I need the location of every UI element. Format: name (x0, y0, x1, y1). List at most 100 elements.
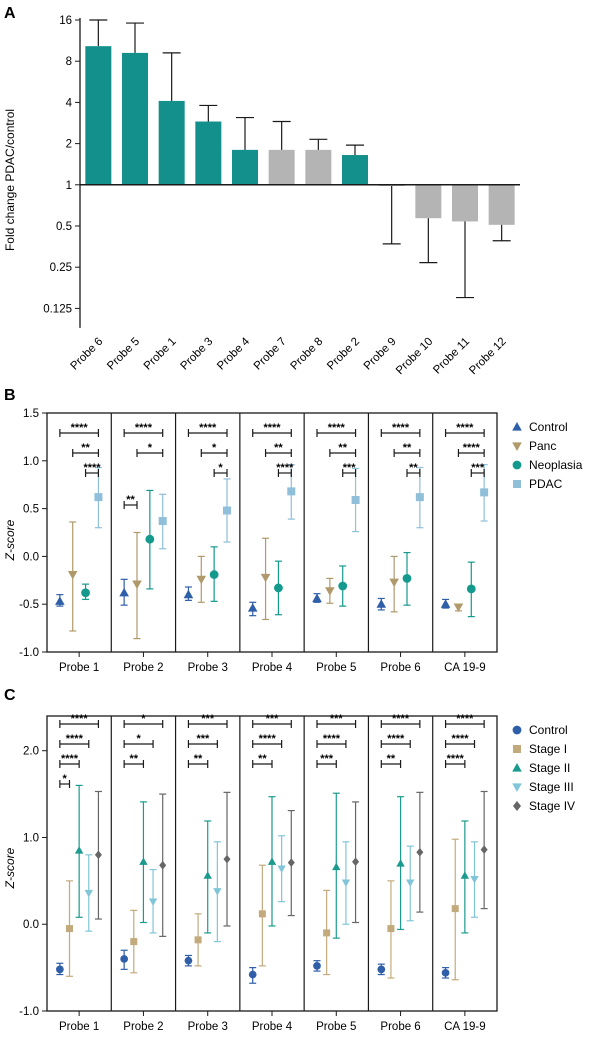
significance-label: **** (392, 422, 410, 434)
bar (342, 155, 368, 185)
legend-label: Neoplasia (529, 458, 583, 472)
significance-label: **** (387, 733, 405, 745)
x-tick-label: Probe 5 (316, 1021, 356, 1033)
y-tick-label: -1.0 (19, 1006, 39, 1018)
data-point (120, 955, 128, 963)
significance-label: **** (71, 713, 89, 725)
significance-label: *** (343, 462, 357, 474)
data-point (387, 925, 395, 933)
data-point (248, 970, 257, 979)
significance-label: **** (392, 713, 410, 725)
data-point (313, 962, 321, 970)
significance-label: **** (463, 442, 481, 454)
panel-a-y-tick-label: 2 (66, 139, 72, 151)
bar (122, 52, 148, 185)
legend-marker (512, 422, 522, 431)
significance-label: **** (135, 422, 153, 434)
significance-label: *** (201, 713, 215, 725)
data-point (466, 584, 476, 594)
significance-label: **** (263, 422, 281, 434)
data-point (66, 925, 73, 933)
data-point (158, 517, 167, 526)
legend-label: Stage III (529, 780, 574, 794)
panel-a-y-tick-label: 8 (66, 56, 72, 68)
legend-label: PDAC (529, 477, 563, 491)
panel-b-label: B (4, 387, 16, 404)
data-point (84, 889, 93, 898)
data-point (406, 879, 415, 887)
y-tick-label: 1.0 (23, 832, 39, 844)
y-tick-label: 1.0 (23, 456, 39, 468)
significance-label: ** (387, 753, 396, 765)
data-point (453, 603, 464, 613)
significance-label: ** (338, 442, 347, 454)
data-point (480, 845, 488, 854)
y-tick-label: -0.5 (19, 599, 39, 611)
significance-label: ** (409, 462, 418, 474)
significance-label: **** (451, 733, 469, 745)
data-point (377, 965, 386, 974)
bar (85, 46, 112, 185)
legend-label: Control (529, 723, 568, 737)
data-point (480, 488, 489, 497)
legend-marker (513, 801, 521, 811)
data-point (258, 910, 266, 918)
significance-label: ** (274, 442, 283, 454)
y-tick-label: 1.5 (23, 408, 39, 420)
significance-label: **** (328, 422, 346, 434)
bar (195, 121, 222, 185)
significance-label: *** (471, 462, 485, 474)
data-point (460, 871, 470, 879)
data-point (389, 578, 399, 588)
bar (158, 100, 185, 185)
legend-marker (512, 442, 522, 451)
significance-label: **** (83, 462, 101, 474)
legend-marker (513, 745, 521, 753)
significance-label: * (218, 462, 223, 474)
data-point (274, 583, 283, 593)
data-point (451, 905, 459, 913)
significance-label: **** (447, 753, 465, 765)
data-point (223, 854, 231, 864)
significance-label: ** (258, 753, 267, 765)
data-point (312, 593, 322, 603)
x-tick-label: Probe 4 (252, 662, 293, 674)
panel-a-y-tick-label: 0.5 (56, 221, 72, 233)
significance-label: **** (61, 753, 79, 765)
significance-label: **** (456, 713, 474, 725)
panel-a-y-tick-label: 4 (66, 97, 73, 109)
x-tick-label: Probe 3 (188, 1021, 228, 1033)
significance-label: * (141, 713, 146, 725)
panel-b-ylabel: Z-score (3, 519, 17, 561)
bar (268, 149, 295, 185)
x-tick-label: Probe 1 (59, 662, 99, 674)
panel-a-y-tick-label: 1 (66, 180, 72, 192)
x-tick-label: Probe 2 (123, 1021, 163, 1033)
data-point (376, 599, 387, 608)
significance-label: ** (81, 442, 90, 454)
data-point (196, 575, 207, 585)
legend-marker (512, 460, 522, 470)
x-tick-label: Probe 1 (59, 1021, 99, 1033)
x-tick-label: Probe 6 (380, 662, 420, 674)
significance-label: ** (194, 753, 203, 765)
data-point (338, 581, 348, 591)
data-point (130, 938, 138, 946)
data-point (440, 599, 451, 608)
significance-label: * (148, 442, 153, 454)
significance-label: **** (259, 733, 277, 745)
data-point (351, 495, 360, 504)
bar (305, 149, 332, 185)
data-point (260, 573, 271, 583)
data-point (441, 968, 450, 977)
x-tick-label: Probe 5 (316, 662, 356, 674)
y-tick-label: 0.0 (23, 919, 39, 931)
significance-label: ** (403, 442, 412, 454)
bar (415, 184, 442, 219)
data-point (194, 936, 202, 944)
significance-label: *** (266, 713, 280, 725)
